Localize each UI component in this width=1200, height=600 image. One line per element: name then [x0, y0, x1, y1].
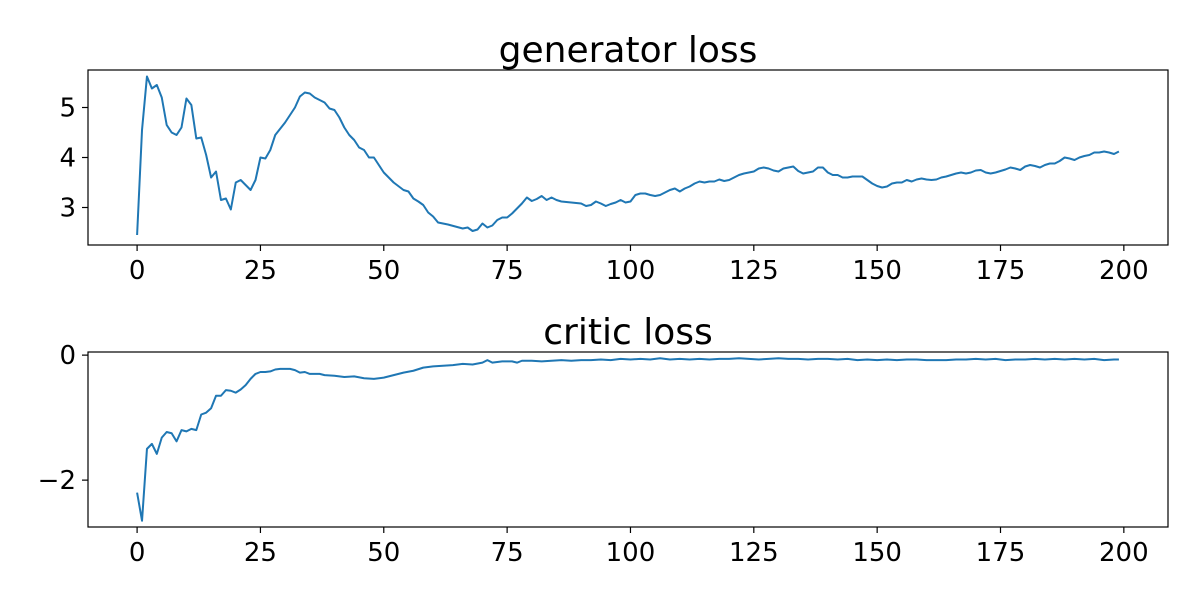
y-tick-label: 5 [59, 94, 76, 124]
x-tick-label: 75 [491, 256, 524, 286]
subplot-1: generator loss 0 25 50 75 100 125 150 175 200 3 4 5 [59, 30, 1169, 286]
series-line [136, 75, 1120, 236]
series-line [136, 357, 1119, 522]
x-tick-label: 75 [491, 538, 524, 568]
chart-title: generator loss [499, 30, 758, 71]
x-tick-label: 25 [244, 256, 277, 286]
x-tick-label: 175 [976, 256, 1026, 286]
y-tick-label: 3 [59, 194, 76, 224]
x-tick-label: 175 [976, 538, 1026, 568]
x-tick-label: 150 [852, 256, 902, 286]
x-tick-label: 150 [852, 538, 902, 568]
x-tick-label: 200 [1099, 538, 1149, 568]
x-tick-label: 25 [244, 538, 277, 568]
x-tick-label: 100 [606, 256, 656, 286]
y-tick-label: −2 [38, 466, 76, 496]
plot-frame [87, 351, 1169, 528]
x-tick-label: 50 [367, 256, 400, 286]
plot-frame [87, 69, 1169, 246]
y-tick-label: 4 [59, 144, 76, 174]
subplot-2: critic loss 0 25 50 75 100 125 150 175 200 −2 0 [38, 312, 1169, 568]
x-tick-label: 200 [1099, 256, 1149, 286]
x-tick-label: 0 [129, 538, 146, 568]
chart-title: critic loss [543, 312, 713, 353]
x-tick-label: 0 [129, 256, 146, 286]
x-tick-label: 125 [729, 256, 779, 286]
x-tick-label: 50 [367, 538, 400, 568]
x-tick-label: 100 [606, 538, 656, 568]
x-tick-label: 125 [729, 538, 779, 568]
y-tick-label: 0 [59, 341, 76, 371]
